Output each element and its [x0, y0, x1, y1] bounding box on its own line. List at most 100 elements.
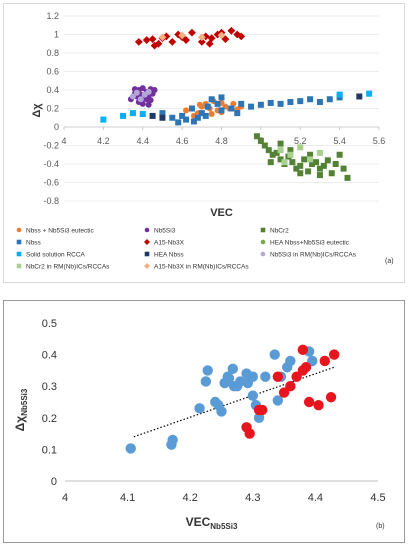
data-point: [344, 174, 351, 181]
data-point: [340, 165, 347, 172]
data-point: [324, 157, 331, 164]
y-tick-label: 0.1: [42, 444, 57, 456]
x-axis-title: VEC: [210, 207, 233, 219]
data-point: [303, 396, 315, 408]
data-point: [167, 434, 178, 446]
data-point: [202, 365, 213, 376]
data-point: [145, 88, 152, 95]
legend-marker: [144, 227, 150, 233]
legend-marker: [16, 227, 22, 233]
x-tick-label: 4.6: [176, 136, 189, 146]
y-tick-label: 1.2: [46, 11, 59, 21]
trendline: [133, 366, 335, 438]
y-tick-label: -0.8: [43, 196, 59, 206]
data-point: [133, 89, 140, 96]
data-point: [257, 101, 264, 108]
x-tick-label: 4.8: [215, 136, 228, 146]
x-tick-label: 4.1: [120, 492, 135, 504]
legend-label: A15-Nb3X in RM(Nb)ICs/RCCAs: [154, 264, 249, 271]
data-point: [289, 159, 296, 166]
y-axis-title: ΔχNb5Si3: [13, 388, 29, 431]
y-axis-title-subscript: Nb5Si3: [20, 388, 29, 416]
data-point: [169, 114, 176, 121]
legend-marker: [16, 239, 22, 245]
data-point: [301, 156, 308, 163]
data-point: [305, 168, 312, 175]
x-tick-label: 4.2: [97, 136, 110, 146]
chart-a-svg: 1.2 1 0.8 0.6 0.4 0.2 0 -0.2 -0.4 -0.6 -0.8 4 4.2 4.4…: [16, 11, 394, 271]
data-point: [221, 35, 230, 44]
data-point: [366, 90, 373, 97]
data-point: [149, 112, 156, 119]
data-point: [208, 96, 215, 103]
data-point: [287, 99, 294, 106]
data-point: [237, 32, 246, 41]
data-point: [150, 41, 159, 50]
data-point: [277, 147, 284, 154]
data-point: [188, 105, 195, 112]
x-tick-label: 4.4: [136, 136, 149, 146]
panel-b-scatter-chart: 0.5 0.4 0.3 0.2 0.1 0 4 4.1 4.2 4.3 4.4 4.5 VECNb5Si…: [3, 300, 405, 543]
x-axis-title: VECNb5Si3: [186, 515, 238, 531]
legend-label: Nbss + Nb5Si3 eutectic: [26, 228, 94, 235]
data-point: [238, 100, 245, 107]
data-point: [328, 170, 335, 177]
data-point: [197, 38, 206, 46]
x-tick-label: 4.3: [245, 492, 260, 504]
x-tick-label: 4.4: [308, 492, 323, 504]
data-point: [256, 404, 268, 416]
panel-label-b: (b): [376, 523, 385, 530]
legend-marker: [144, 239, 150, 245]
x-axis-title-subscript: Nb5Si3: [210, 522, 238, 531]
data-point: [168, 38, 177, 46]
data-point: [336, 151, 343, 158]
data-point: [247, 371, 258, 382]
data-point: [248, 103, 255, 110]
y-tick-label: -0.6: [43, 178, 59, 188]
data-point: [277, 140, 284, 147]
y-tick-label: 0.5: [42, 318, 57, 330]
data-point: [182, 36, 190, 44]
data-point: [227, 26, 236, 35]
legend-label: Nb5Si3 in RM(Nb)ICs/RCCAs: [270, 252, 357, 259]
legend-marker: [260, 227, 266, 233]
data-point: [216, 406, 227, 417]
data-point: [297, 144, 304, 151]
data-point: [307, 156, 314, 163]
x-tick-label: 5.4: [333, 136, 346, 146]
legend-label: Solid solution RCCA: [26, 252, 86, 259]
data-point: [307, 96, 314, 103]
data-point: [183, 116, 190, 123]
data-point: [139, 100, 146, 107]
data-point: [261, 142, 268, 149]
data-point: [205, 39, 214, 48]
data-point: [158, 33, 167, 42]
data-point: [272, 395, 284, 406]
data-point: [273, 149, 280, 156]
data-point: [200, 376, 212, 387]
data-point: [265, 147, 272, 154]
legend-marker: [144, 263, 150, 269]
data-point: [307, 355, 318, 367]
data-point: [267, 159, 274, 166]
data-point: [278, 387, 290, 398]
data-point: [287, 151, 294, 158]
data-point: [129, 93, 136, 100]
y-tick-label: 0.6: [46, 67, 59, 77]
data-point: [257, 137, 264, 144]
data-point: [214, 100, 221, 107]
data-point: [277, 100, 284, 107]
legend-marker: [260, 239, 266, 245]
data-point: [230, 100, 237, 107]
data-point: [198, 110, 205, 117]
data-point: [281, 159, 288, 166]
x-tick-label: 4: [62, 492, 68, 504]
data-point: [272, 371, 284, 382]
data-point: [218, 94, 225, 101]
data-point: [313, 159, 319, 166]
data-point: [326, 96, 333, 103]
data-point: [253, 133, 260, 140]
data-point: [120, 112, 127, 119]
data-point: [328, 349, 340, 360]
data-point: [145, 101, 152, 108]
